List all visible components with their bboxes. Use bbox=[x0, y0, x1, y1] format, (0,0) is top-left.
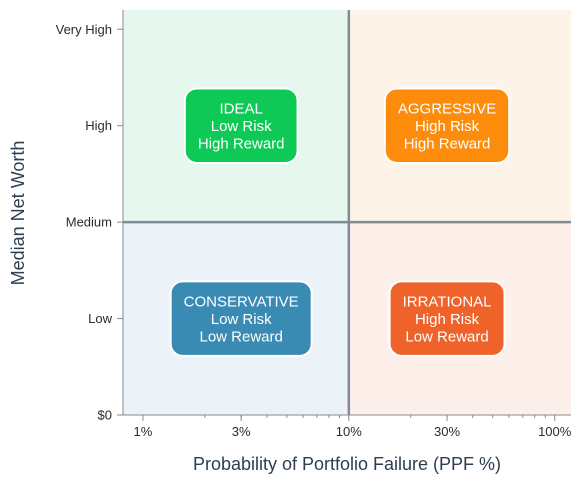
y-tick-label: Low bbox=[88, 311, 112, 326]
quadrant-box-line: Low Risk bbox=[211, 311, 272, 328]
x-tick-label: 3% bbox=[232, 424, 251, 439]
axes: 1% 3% 10% 30% 100% $0 Low Medium High Very High bbox=[56, 10, 572, 439]
quadrant-box-line: Low Reward bbox=[405, 329, 488, 346]
quadrant-box-line: Low Risk bbox=[211, 118, 272, 135]
quadrant-box-line: High Reward bbox=[198, 136, 285, 153]
x-axis-title: Probability of Portfolio Failure (PPF %) bbox=[193, 454, 501, 474]
quadrant-dividers bbox=[123, 10, 571, 415]
y-tick-label: Medium bbox=[66, 215, 112, 230]
quadrant-box-bg bbox=[183, 87, 299, 164]
y-tick-label: High bbox=[85, 118, 112, 133]
quadrant-box-line: High Risk bbox=[415, 311, 480, 328]
y-tick-label: $0 bbox=[98, 408, 112, 423]
quadrant-box-line: IDEAL bbox=[219, 101, 262, 118]
y-tick-label: Very High bbox=[56, 22, 112, 37]
x-tick-label: 100% bbox=[538, 424, 572, 439]
quadrant-box-line: High Reward bbox=[404, 136, 491, 153]
quadrant-box-bg bbox=[169, 280, 313, 357]
quadrant-box-line: CONSERVATIVE bbox=[184, 294, 299, 311]
quadrant-box-line: High Risk bbox=[415, 118, 480, 135]
y-axis-title: Median Net Worth bbox=[8, 141, 28, 286]
quadrant-box-line: AGGRESSIVE bbox=[398, 101, 496, 118]
quadrant-box-bg bbox=[388, 280, 506, 357]
x-tick-label: 1% bbox=[134, 424, 153, 439]
quadrant-box-line: Low Reward bbox=[199, 329, 282, 346]
x-tick-label: 30% bbox=[434, 424, 460, 439]
x-tick-label: 10% bbox=[336, 424, 362, 439]
quadrant-box-bg bbox=[383, 87, 511, 164]
quadrant-box-line: IRRATIONAL bbox=[403, 294, 492, 311]
